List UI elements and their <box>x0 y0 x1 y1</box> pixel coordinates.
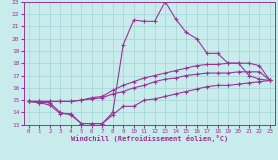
X-axis label: Windchill (Refroidissement éolien,°C): Windchill (Refroidissement éolien,°C) <box>71 135 228 142</box>
